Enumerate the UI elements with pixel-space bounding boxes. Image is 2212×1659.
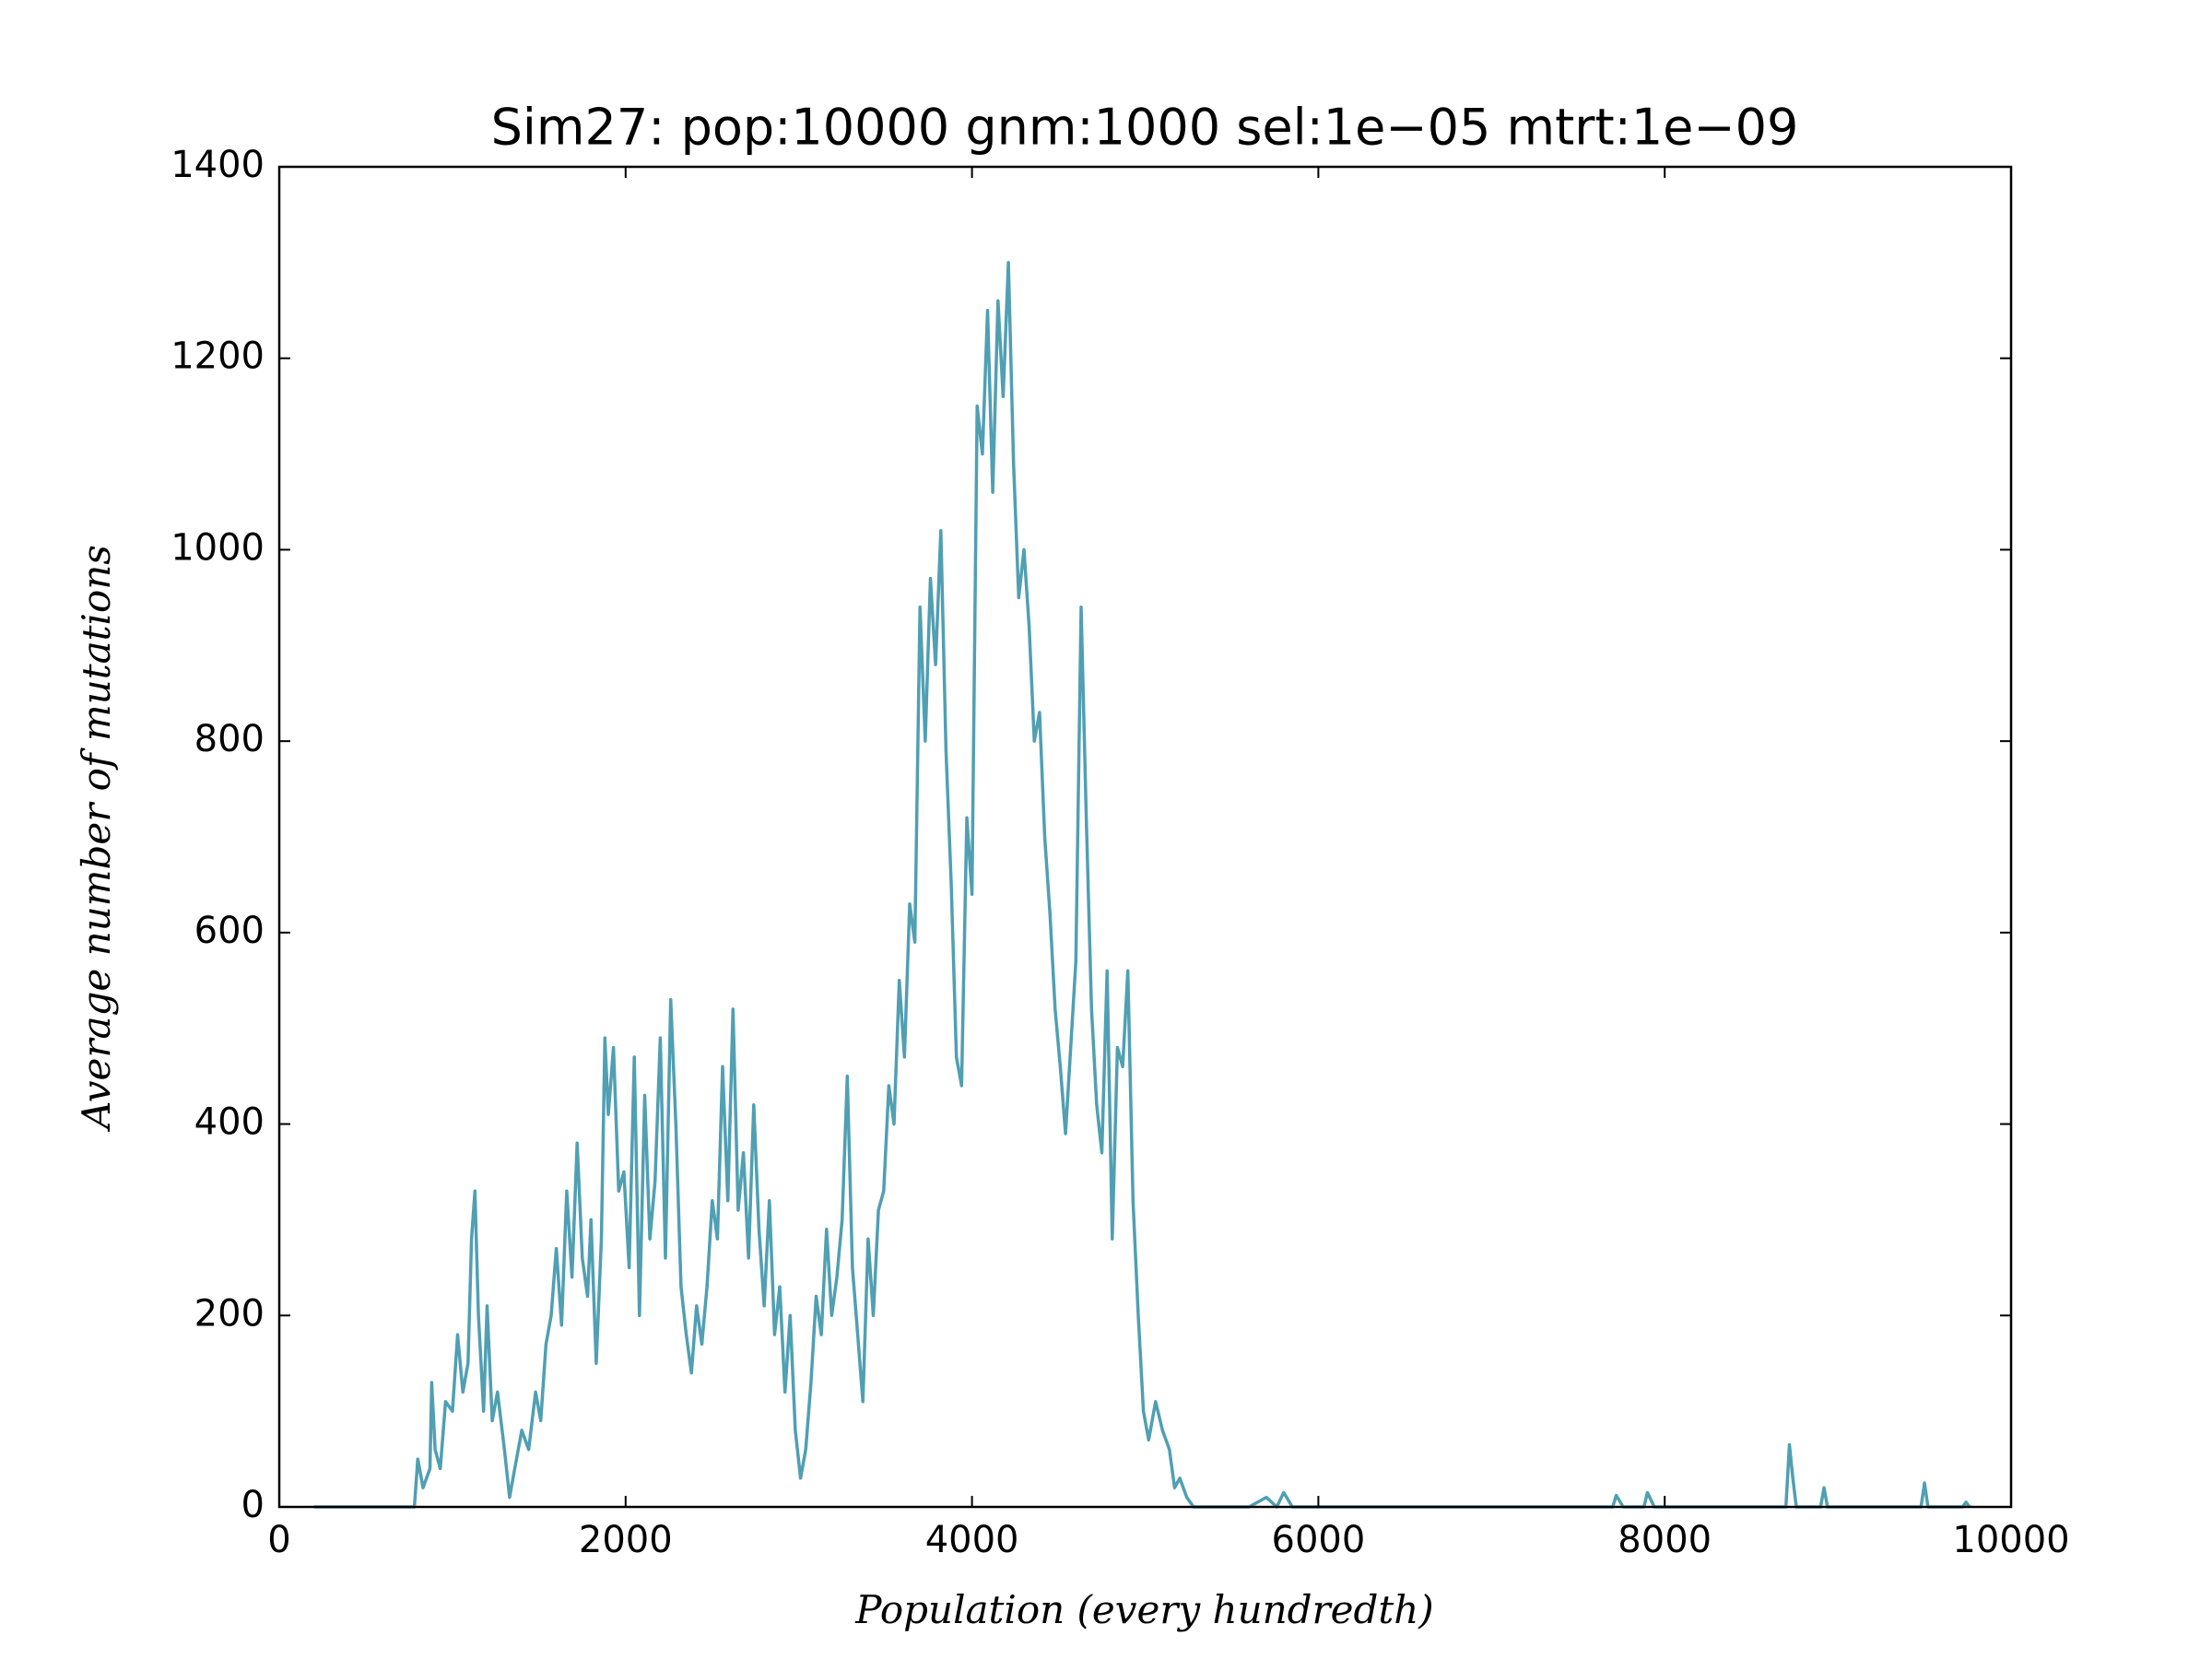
x-tick-label: 10000: [1952, 1519, 2069, 1561]
y-tick-label: 800: [194, 718, 265, 760]
x-tick-label: 6000: [1272, 1519, 1366, 1561]
y-axis-label: Average number of mutations: [74, 545, 119, 1133]
y-tick-label: 400: [194, 1101, 265, 1144]
y-tick-label: 1400: [171, 144, 265, 186]
chart-title: Sim27: pop:10000 gnm:1000 sel:1e−05 mtrt…: [491, 99, 1799, 157]
x-tick-label: 0: [267, 1519, 290, 1561]
y-tick-label: 1200: [171, 335, 265, 378]
y-tick-label: 0: [241, 1484, 265, 1526]
y-tick-label: 600: [194, 910, 265, 952]
x-axis-label: Population (every hundredth): [854, 1587, 1433, 1632]
y-tick-label: 200: [194, 1292, 265, 1335]
plot-frame: [277, 165, 2013, 1509]
y-tick-label: 1000: [171, 526, 265, 569]
data-line: [313, 261, 1971, 1509]
x-tick-label: 2000: [579, 1519, 673, 1561]
x-tick-label: 8000: [1618, 1519, 1712, 1561]
x-tick-label: 4000: [925, 1519, 1019, 1561]
